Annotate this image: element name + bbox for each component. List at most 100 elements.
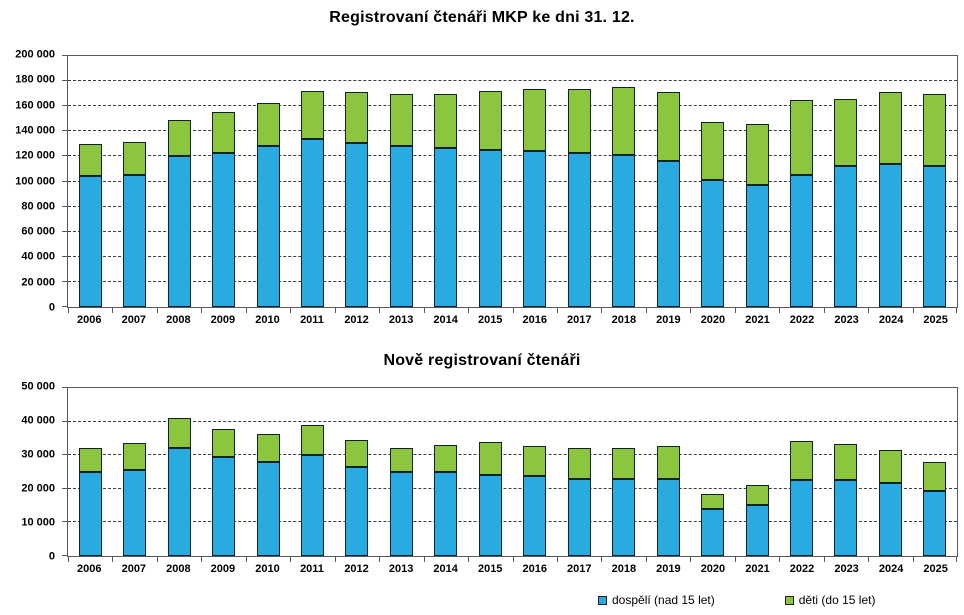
bar-slot-2016 xyxy=(513,56,557,307)
x-axis-label: 2023 xyxy=(834,563,859,575)
bar-slot-2015 xyxy=(468,56,512,307)
segment-children-2010 xyxy=(256,103,280,147)
bar-slot-2008 xyxy=(157,56,201,307)
segment-adults-2006 xyxy=(78,472,102,556)
x-tick xyxy=(68,556,69,562)
x-axis-label: 2012 xyxy=(344,314,369,326)
x-tick xyxy=(556,556,558,562)
x-axis-label: 2018 xyxy=(611,563,637,575)
segment-adults-2024 xyxy=(878,482,902,556)
segment-children-2025 xyxy=(923,94,947,167)
bar-2023 xyxy=(834,388,858,556)
bar-slot-2009 xyxy=(201,388,245,556)
x-tick xyxy=(956,556,957,562)
x-tick xyxy=(112,307,114,313)
y-tick-label: 40 000 xyxy=(21,250,55,263)
segment-adults-2021 xyxy=(745,185,769,307)
gridline xyxy=(68,105,957,107)
bar-2020 xyxy=(701,56,725,307)
bar-slot-2010 xyxy=(246,388,290,556)
bar-2012 xyxy=(345,388,369,556)
y-tick-label: 40 000 xyxy=(21,414,55,427)
x-tick xyxy=(868,307,870,313)
gridline xyxy=(68,180,957,182)
segment-children-2021 xyxy=(745,485,769,505)
x-axis-label: 2008 xyxy=(166,314,191,326)
segment-children-2020 xyxy=(701,493,725,509)
x-tick xyxy=(245,556,247,562)
bar-2017 xyxy=(567,56,591,307)
bar-2006 xyxy=(78,388,102,556)
bar-slot-2016 xyxy=(513,388,557,556)
bar-2013 xyxy=(389,56,413,307)
x-tick xyxy=(512,556,514,562)
bar-2010 xyxy=(256,56,280,307)
legend-item-adults: dospělí (nad 15 let) xyxy=(598,593,715,607)
y-axis-labels: 0 10 000 20 000 30 000 40 000 50 000 xyxy=(0,381,61,562)
bar-slot-2020 xyxy=(690,56,734,307)
segment-adults-2016 xyxy=(523,476,547,556)
segment-children-2008 xyxy=(167,120,191,156)
y-tick xyxy=(62,180,68,182)
x-axis-label: 2014 xyxy=(433,563,458,575)
y-tick xyxy=(62,555,68,556)
bar-slot-2020 xyxy=(690,388,734,556)
bar-slot-2012 xyxy=(335,388,379,556)
y-tick-label: 120 000 xyxy=(15,149,55,162)
bar-2019 xyxy=(656,56,680,307)
y-tick xyxy=(62,280,68,282)
segment-children-2023 xyxy=(834,444,858,480)
x-tick xyxy=(156,556,158,562)
bar-slot-2022 xyxy=(779,56,823,307)
x-tick xyxy=(290,556,292,562)
segment-children-2024 xyxy=(878,92,902,164)
gridline xyxy=(68,155,957,157)
gridline xyxy=(68,130,957,132)
plot-area xyxy=(62,55,958,313)
x-axis-label: 2021 xyxy=(745,563,770,575)
x-axis-label: 2019 xyxy=(656,314,681,326)
legend-label-children: děti (do 15 let) xyxy=(798,593,876,607)
x-axis-label: 2020 xyxy=(700,314,726,326)
x-axis-label: 2019 xyxy=(656,563,681,575)
x-axis-label: 2007 xyxy=(121,314,147,326)
gridline xyxy=(68,230,957,232)
segment-children-2017 xyxy=(567,448,591,480)
segment-children-2013 xyxy=(389,447,413,472)
segment-children-2018 xyxy=(612,447,636,480)
x-tick xyxy=(601,556,603,562)
bar-slot-2010 xyxy=(246,56,290,307)
bar-2009 xyxy=(212,56,236,307)
bar-2021 xyxy=(745,388,769,556)
bar-2023 xyxy=(834,56,858,307)
x-axis-label: 2021 xyxy=(745,314,770,326)
bar-2008 xyxy=(167,56,191,307)
segment-adults-2022 xyxy=(789,479,813,556)
x-axis-label: 2009 xyxy=(210,314,236,326)
gridline xyxy=(68,205,957,207)
bar-2019 xyxy=(656,388,680,556)
y-tick xyxy=(62,521,68,523)
segment-children-2022 xyxy=(789,99,813,176)
x-tick xyxy=(690,556,692,562)
x-axis-label: 2014 xyxy=(433,314,458,326)
y-tick-label: 200 000 xyxy=(15,48,55,61)
x-axis-label: 2025 xyxy=(923,563,948,575)
x-axis-label: 2016 xyxy=(522,563,547,575)
x-axis-label: 2007 xyxy=(121,563,147,575)
bar-2025 xyxy=(923,56,947,307)
segment-children-2025 xyxy=(923,461,947,491)
y-axis-labels: 0 20 000 40 000 60 000 80 000 100 000 120 000 1… xyxy=(0,49,61,313)
segment-adults-2023 xyxy=(834,479,858,556)
legend-item-children: děti (do 15 let) xyxy=(784,593,876,607)
bar-slot-2019 xyxy=(646,56,690,307)
x-tick xyxy=(245,307,247,313)
bar-2015 xyxy=(478,388,502,556)
x-tick xyxy=(645,307,647,313)
gridline xyxy=(68,255,957,257)
segment-adults-2008 xyxy=(167,155,191,307)
bar-2007 xyxy=(123,56,147,307)
segment-children-2019 xyxy=(656,92,680,162)
bar-slot-2023 xyxy=(824,56,868,307)
